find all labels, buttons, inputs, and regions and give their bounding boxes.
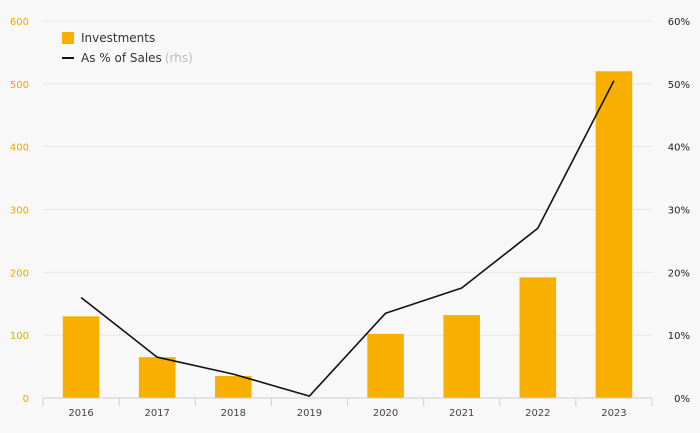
y-left-tick-label: 600: [10, 17, 29, 28]
legend-swatch-bar: [62, 32, 74, 44]
bar-investments: [443, 315, 480, 398]
y-right-tick-label: 40%: [668, 143, 690, 154]
bar-investments: [519, 277, 557, 398]
y-right-tick-label: 10%: [668, 331, 690, 342]
y-left-tick-label: 0: [23, 394, 29, 405]
bar-investments: [62, 316, 100, 398]
x-tick-label: 2017: [144, 408, 169, 419]
y-left-tick-label: 500: [10, 80, 29, 91]
legend-label-investments: Investments: [81, 31, 156, 45]
x-tick-label: 2016: [68, 408, 93, 419]
legend-swatch-line: [62, 57, 74, 59]
bar-investments: [367, 333, 404, 398]
line-percent-of-sales: [80, 80, 615, 397]
bar-investments: [138, 357, 176, 398]
y-right-tick-label: 50%: [668, 80, 690, 91]
x-tick-label: 2023: [601, 408, 626, 419]
legend-label-rhs: (rhs): [164, 51, 193, 65]
y-left-tick-label: 300: [10, 206, 29, 217]
x-tick-label: 2020: [373, 408, 398, 419]
y-left-tick-label: 100: [10, 331, 29, 342]
y-right-tick-label: 30%: [668, 206, 690, 217]
x-tick-label: 2022: [525, 408, 550, 419]
legend: Investments As % of Sales (rhs): [62, 28, 193, 68]
legend-label-percent-sales: As % of Sales: [81, 51, 162, 65]
x-tick-label: 2018: [221, 408, 246, 419]
y-left-tick-label: 200: [10, 268, 29, 279]
bar-investments: [595, 71, 633, 399]
bar-investments: [215, 376, 252, 398]
legend-item-percent-sales: As % of Sales (rhs): [62, 48, 193, 68]
x-tick-label: 2021: [449, 408, 474, 419]
x-tick-label: 2019: [297, 408, 322, 419]
y-left-tick-label: 400: [10, 143, 29, 154]
legend-item-investments: Investments: [62, 28, 193, 48]
y-right-tick-label: 0%: [674, 394, 690, 405]
y-right-tick-label: 20%: [668, 268, 690, 279]
y-right-tick-label: 60%: [668, 17, 690, 28]
